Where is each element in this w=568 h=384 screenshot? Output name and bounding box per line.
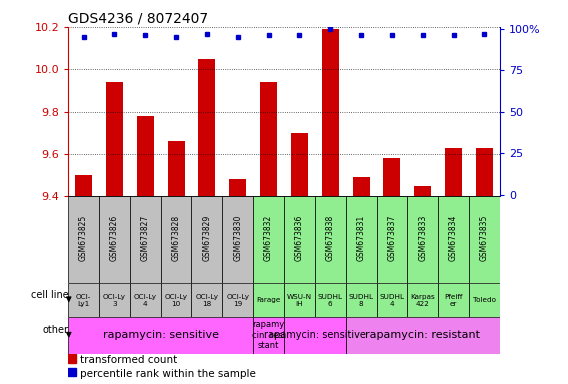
Bar [68,196,99,283]
Text: other: other [43,325,69,335]
Text: GSM673833: GSM673833 [418,215,427,261]
Text: Toledo: Toledo [473,297,496,303]
Text: WSU-N
IH: WSU-N IH [287,294,312,307]
Text: GSM673829: GSM673829 [202,215,211,261]
Text: GSM673828: GSM673828 [172,215,181,261]
Bar [407,196,438,283]
Bar [75,175,92,196]
Text: SUDHL
8: SUDHL 8 [349,294,374,307]
Text: GSM673838: GSM673838 [326,215,335,261]
Bar [469,196,500,283]
Bar [191,196,222,283]
Text: cell line: cell line [31,290,69,300]
Bar [377,283,407,317]
Bar [222,196,253,283]
Bar [407,283,438,317]
Bar [191,283,222,317]
Bar [99,196,130,283]
Bar [68,317,253,354]
Bar [68,283,99,317]
Bar [353,177,370,196]
Bar [198,59,215,196]
Bar [253,196,284,283]
Bar [414,186,431,196]
Bar [476,147,493,196]
Text: rapamycin: sensitive: rapamycin: sensitive [264,330,366,340]
Text: SUDHL
4: SUDHL 4 [379,294,404,307]
Bar [284,283,315,317]
Bar [291,133,308,196]
Bar [445,147,462,196]
Text: OCI-
Ly1: OCI- Ly1 [76,294,91,307]
Text: Farage: Farage [256,297,281,303]
Text: OCI-Ly
10: OCI-Ly 10 [165,294,187,307]
Bar [438,196,469,283]
Text: GDS4236 / 8072407: GDS4236 / 8072407 [68,12,208,26]
Bar [260,82,277,196]
Bar [99,283,130,317]
Bar [168,141,185,196]
Bar [222,283,253,317]
Text: GSM673826: GSM673826 [110,215,119,261]
Text: rapamy
cin: resi
stant: rapamy cin: resi stant [252,321,285,350]
Bar [137,116,154,196]
Bar [315,196,346,283]
Bar [106,82,123,196]
Bar [284,196,315,283]
Text: SUDHL
6: SUDHL 6 [318,294,343,307]
Bar [383,158,400,196]
Text: GSM673837: GSM673837 [387,215,396,261]
Bar [346,317,500,354]
Text: Karpas
422: Karpas 422 [410,294,435,307]
Text: GSM673832: GSM673832 [264,215,273,261]
Text: OCI-Ly
4: OCI-Ly 4 [133,294,157,307]
Text: percentile rank within the sample: percentile rank within the sample [80,369,256,379]
Bar [346,196,377,283]
Bar [68,367,76,376]
Text: GSM673830: GSM673830 [233,215,242,261]
Text: Pfeiff
er: Pfeiff er [444,294,463,307]
Bar [130,283,161,317]
Bar [438,283,469,317]
Text: OCI-Ly
18: OCI-Ly 18 [195,294,219,307]
Text: GSM673831: GSM673831 [357,215,366,261]
Bar [253,317,284,354]
Bar [321,29,339,196]
Text: GSM673834: GSM673834 [449,215,458,261]
Text: OCI-Ly
3: OCI-Ly 3 [103,294,126,307]
Bar [315,283,346,317]
Text: GSM673825: GSM673825 [79,215,88,261]
Text: GSM673835: GSM673835 [480,215,489,261]
Text: GSM673836: GSM673836 [295,215,304,261]
Text: rapamycin: resistant: rapamycin: resistant [365,330,481,340]
Bar [284,317,346,354]
Text: OCI-Ly
19: OCI-Ly 19 [226,294,249,307]
Bar [130,196,161,283]
Text: transformed count: transformed count [80,356,177,366]
Bar [346,283,377,317]
Bar [377,196,407,283]
Bar [253,283,284,317]
Text: rapamycin: sensitive: rapamycin: sensitive [103,330,219,340]
Bar [68,354,76,363]
Bar [469,283,500,317]
Bar [161,283,191,317]
Bar [229,179,246,196]
Text: GSM673827: GSM673827 [141,215,150,261]
Bar [161,196,191,283]
